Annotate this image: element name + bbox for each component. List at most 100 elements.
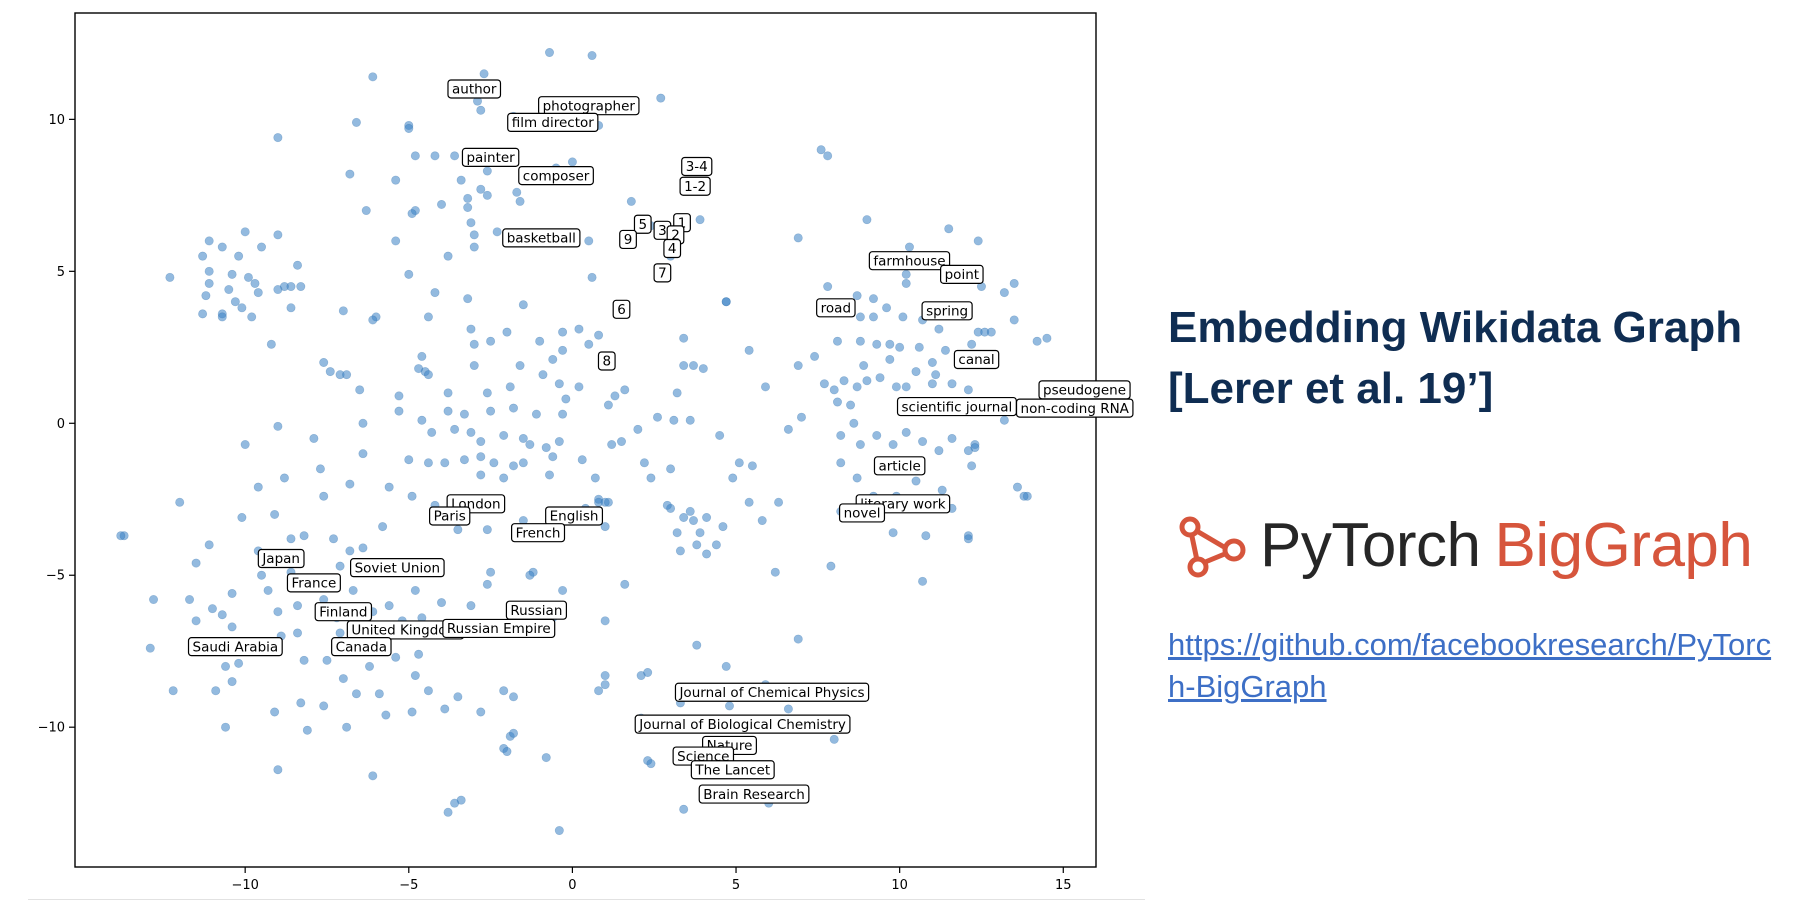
- data-point: [679, 333, 689, 343]
- point-label: 7: [653, 263, 672, 283]
- data-point: [662, 500, 672, 510]
- data-point: [859, 361, 869, 371]
- data-point: [466, 601, 476, 611]
- data-point: [826, 561, 836, 571]
- data-point: [407, 707, 417, 717]
- point-label: point: [940, 264, 984, 284]
- data-point: [940, 345, 950, 355]
- svg-text:painter: painter: [466, 150, 515, 166]
- logo-word-biggraph: BigGraph: [1494, 511, 1753, 580]
- data-point: [476, 452, 486, 462]
- data-point: [391, 236, 401, 246]
- svg-text:4: 4: [668, 241, 677, 257]
- data-point: [417, 415, 427, 425]
- data-point: [482, 525, 492, 535]
- data-point: [973, 236, 983, 246]
- data-point: [257, 570, 267, 580]
- github-repo-link[interactable]: https://github.com/facebookresearch/PyTo…: [1168, 627, 1772, 704]
- data-point: [852, 382, 862, 392]
- data-point: [744, 497, 754, 507]
- data-point: [358, 449, 368, 459]
- data-point: [600, 497, 610, 507]
- point-label: photographer: [538, 96, 640, 116]
- data-point: [538, 370, 548, 380]
- point-label: Journal of Biological Chemistry: [634, 714, 851, 734]
- data-point: [515, 361, 525, 371]
- y-tick-label: 10: [48, 113, 65, 128]
- svg-text:France: France: [291, 576, 336, 592]
- data-point: [721, 297, 731, 307]
- point-label: Journal of Chemical Physics: [674, 682, 870, 702]
- data-point: [443, 406, 453, 416]
- data-point: [669, 415, 679, 425]
- data-point: [414, 364, 424, 374]
- data-point: [921, 531, 931, 541]
- data-point: [548, 452, 558, 462]
- point-label: Paris: [429, 506, 471, 526]
- data-point: [852, 473, 862, 483]
- data-point: [450, 798, 460, 808]
- data-point: [963, 385, 973, 395]
- data-point: [862, 376, 872, 386]
- data-point: [509, 728, 519, 738]
- svg-text:2: 2: [671, 228, 680, 244]
- data-point: [587, 51, 597, 61]
- data-point: [293, 628, 303, 638]
- data-point: [895, 342, 905, 352]
- data-point: [476, 105, 486, 115]
- data-point: [672, 388, 682, 398]
- point-label: 9: [619, 229, 637, 250]
- data-point: [829, 734, 839, 744]
- data-point: [234, 658, 244, 668]
- data-point: [616, 437, 626, 447]
- x-tick-label: −10: [231, 878, 258, 893]
- point-label: painter: [461, 147, 520, 167]
- data-point: [718, 522, 728, 532]
- data-point: [584, 236, 594, 246]
- data-point: [656, 93, 666, 103]
- svg-text:Finland: Finland: [319, 604, 367, 620]
- svg-text:Saudi Arabia: Saudi Arabia: [193, 639, 279, 655]
- data-point: [774, 497, 784, 507]
- data-point: [450, 151, 460, 161]
- data-point: [322, 655, 332, 665]
- data-point: [227, 622, 237, 632]
- data-point: [240, 440, 250, 450]
- data-point: [404, 269, 414, 279]
- data-point: [548, 354, 558, 364]
- data-point: [872, 339, 882, 349]
- data-point: [620, 385, 630, 395]
- data-point: [384, 482, 394, 492]
- data-point: [901, 427, 911, 437]
- point-label: Brain Research: [698, 784, 810, 804]
- svg-text:Brain Research: Brain Research: [703, 787, 805, 803]
- data-point: [486, 336, 496, 346]
- data-point: [728, 473, 738, 483]
- svg-text:1-2: 1-2: [684, 179, 706, 195]
- data-point: [1042, 333, 1052, 343]
- svg-text:3-4: 3-4: [686, 159, 708, 175]
- data-point: [901, 278, 911, 288]
- data-point: [443, 251, 453, 261]
- data-point: [518, 300, 528, 310]
- data-point: [688, 361, 698, 371]
- point-label: film director: [507, 112, 599, 133]
- data-point: [783, 704, 793, 714]
- data-point: [600, 671, 610, 681]
- data-point: [407, 209, 417, 219]
- data-point: [927, 379, 937, 389]
- data-point: [476, 184, 486, 194]
- data-point: [724, 701, 734, 711]
- data-point: [947, 433, 957, 443]
- data-point: [607, 440, 617, 450]
- data-point: [482, 190, 492, 200]
- data-point: [423, 312, 433, 322]
- data-point: [198, 309, 208, 319]
- data-point: [234, 251, 244, 261]
- point-label: French: [511, 523, 566, 543]
- data-point: [911, 476, 921, 486]
- data-point: [855, 312, 865, 322]
- x-tick-label: −5: [399, 878, 418, 893]
- data-point: [410, 671, 420, 681]
- data-point: [466, 427, 476, 437]
